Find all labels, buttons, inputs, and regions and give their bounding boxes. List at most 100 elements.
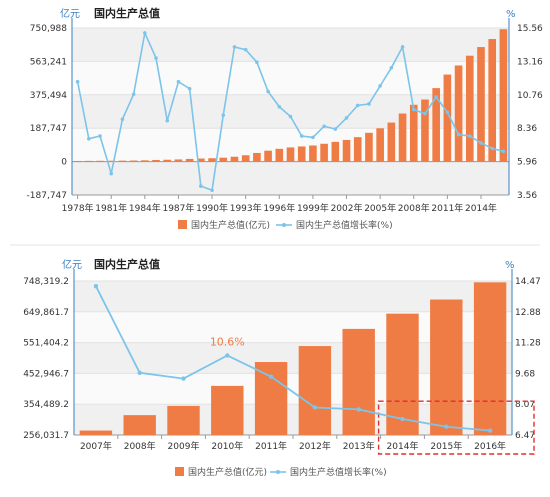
growth-point: [312, 405, 318, 410]
y-left-tick-label: 551,404.2: [23, 339, 69, 349]
legend-label-bar: 国内生产总值(亿元): [191, 219, 270, 231]
bar: [84, 160, 93, 162]
x-tick-label: 1993年: [230, 202, 262, 214]
bar: [275, 148, 284, 162]
x-tick-label: 1990年: [196, 202, 228, 214]
bar: [264, 150, 272, 162]
legend-swatch-bar: [178, 220, 187, 229]
bar: [432, 88, 440, 162]
growth-point: [355, 103, 360, 108]
growth-point: [137, 370, 142, 376]
bar: [376, 128, 384, 162]
bar: [465, 55, 474, 162]
bar: [499, 29, 508, 162]
x-tick-label: 1984年: [129, 202, 161, 214]
bar: [79, 430, 113, 435]
growth-point: [487, 428, 493, 433]
growth-point: [311, 135, 315, 140]
plot-band: [72, 28, 509, 62]
x-tick-label: 2016年: [474, 440, 506, 452]
growth-point: [288, 114, 293, 119]
bar: [197, 158, 205, 162]
x-tick-label: 2012年: [299, 440, 331, 452]
bar: [309, 145, 317, 162]
growth-point: [456, 132, 461, 137]
growth-point: [378, 84, 382, 88]
bar: [398, 113, 407, 162]
bar: [473, 282, 507, 435]
growth-point: [98, 134, 102, 138]
bar: [298, 346, 332, 435]
y-left-tick-label: 563,241: [30, 57, 67, 67]
annotation-label: 10.6%: [210, 335, 245, 348]
growth-point: [344, 116, 349, 120]
bar: [254, 362, 288, 435]
y-right-tick-label: 9.68: [515, 369, 535, 379]
bar: [386, 313, 419, 435]
x-tick-label: 2014年: [387, 440, 419, 452]
x-tick-label: 2005年: [364, 202, 396, 214]
x-tick-label: 2014年: [465, 202, 497, 214]
x-tick-label: 2015年: [430, 440, 462, 452]
y-left-tick-label: 750,988: [30, 24, 67, 34]
y-left-unit: 亿元: [62, 258, 82, 271]
growth-point: [165, 118, 170, 123]
legend-swatch-point: [282, 223, 286, 227]
plot-band: [72, 94, 509, 129]
x-tick-label: 1987年: [162, 202, 194, 214]
x-tick-label: 2013年: [343, 440, 375, 452]
y-left-tick-label: 649,861.7: [23, 308, 69, 318]
bar: [208, 158, 216, 162]
growth-point: [176, 79, 181, 84]
bar: [297, 146, 306, 162]
growth-point: [232, 45, 237, 49]
x-tick-label: 2010年: [211, 440, 243, 452]
growth-point: [400, 416, 405, 422]
x-tick-label: 2011年: [255, 440, 287, 452]
bar: [129, 160, 138, 162]
growth-point: [277, 104, 282, 109]
growth-point: [299, 134, 304, 138]
y-right-tick-label: 6.47: [515, 431, 535, 441]
bar: [365, 132, 373, 162]
growth-point: [143, 31, 147, 35]
growth-point: [266, 89, 270, 94]
growth-point: [445, 110, 450, 115]
bar: [123, 415, 156, 435]
growth-point: [423, 111, 427, 116]
growth-point: [333, 127, 338, 131]
x-tick-label: 2011年: [431, 202, 463, 214]
bar: [477, 47, 485, 162]
growth-point: [75, 79, 80, 84]
bar: [118, 160, 127, 162]
growth-point: [356, 407, 361, 412]
bar: [167, 405, 200, 435]
y-left-tick-label: 0: [61, 158, 67, 168]
bar: [331, 141, 340, 162]
growth-point: [400, 45, 405, 49]
legend-label-line: 国内生产总值增长率(%): [296, 219, 393, 231]
y-right-tick-label: 8.07: [515, 400, 535, 410]
growth-point: [479, 141, 483, 145]
growth-point: [221, 113, 226, 117]
bar: [185, 158, 194, 162]
bar: [342, 328, 375, 435]
x-tick-label: 2002年: [331, 202, 363, 214]
y-left-tick-label: -187,747: [27, 191, 67, 201]
x-tick-label: 2007年: [80, 440, 112, 452]
bar: [219, 157, 228, 162]
bar: [320, 143, 328, 162]
y-right-tick-label: 3.56: [517, 191, 537, 201]
bar: [107, 160, 116, 162]
bar: [353, 137, 362, 162]
bar: [421, 99, 429, 162]
bar: [211, 385, 244, 435]
bar: [286, 147, 295, 162]
legend-swatch-point: [276, 470, 280, 474]
chart-title: 国内生产总值: [94, 257, 160, 271]
y-left-tick-label: 256,031.7: [23, 431, 69, 441]
legend-swatch-bar: [175, 467, 184, 476]
bar: [141, 160, 149, 162]
x-tick-label: 1999年: [297, 202, 329, 214]
y-left-unit: 亿元: [60, 7, 80, 20]
